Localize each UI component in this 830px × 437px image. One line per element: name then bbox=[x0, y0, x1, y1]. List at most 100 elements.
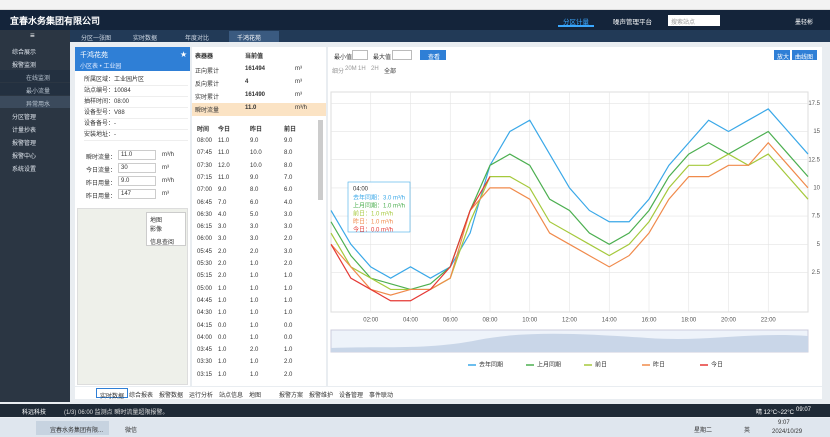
taskbar bbox=[0, 418, 830, 437]
map-option[interactable]: 信息查阅 bbox=[150, 240, 175, 246]
favorite-star[interactable]: ★ bbox=[180, 50, 188, 59]
history-cell: 4.0 bbox=[218, 211, 227, 218]
meter-cell: 161494 bbox=[245, 66, 266, 72]
field-label: 昨日用量： bbox=[86, 194, 117, 200]
sidebar-subitem[interactable]: 最小流量 bbox=[0, 83, 70, 95]
history-cell: 11.0 bbox=[218, 150, 230, 157]
sidebar-item[interactable]: 计量抄表 bbox=[12, 128, 37, 134]
bottom-tab[interactable]: 报警维护 bbox=[309, 393, 334, 399]
history-cell: 3.0 bbox=[250, 236, 259, 243]
field-unit: m³ bbox=[162, 191, 169, 197]
bottom-tab[interactable]: 站点信息 bbox=[219, 393, 244, 399]
tooltip-line: 上月同期：1.0 m³/h bbox=[353, 202, 405, 210]
bottom-tab-bar bbox=[75, 387, 822, 399]
range-button[interactable]: 细分 bbox=[332, 69, 345, 75]
scrollbar[interactable] bbox=[318, 120, 323, 200]
history-cell: 3.0 bbox=[218, 236, 227, 243]
range-button[interactable]: 全部 bbox=[384, 69, 397, 75]
query-button[interactable]: 查看 bbox=[420, 50, 446, 61]
range-button[interactable]: 20M bbox=[345, 66, 357, 72]
x-tick-label: 02:00 bbox=[363, 318, 379, 324]
station-subtitle: 小区表 • 工业园 bbox=[80, 64, 122, 70]
history-cell: 0.0 bbox=[284, 334, 293, 341]
header-nav[interactable]: 噪声管理平台 bbox=[613, 19, 652, 26]
history-cell: 11.0 bbox=[218, 174, 230, 181]
sidebar-item[interactable]: 报警管理 bbox=[12, 141, 37, 147]
bottom-tab[interactable]: 地图 bbox=[249, 393, 262, 399]
meter-cell: 正向累计 bbox=[195, 69, 220, 75]
history-cell: 04:00 bbox=[197, 334, 213, 341]
map-layer[interactable]: 影像 bbox=[150, 227, 163, 233]
sidebar-item[interactable]: 综合展示 bbox=[12, 50, 37, 56]
sidebar-item[interactable]: 系统设置 bbox=[12, 167, 37, 173]
bottom-tab[interactable]: 事件联动 bbox=[369, 393, 394, 399]
bottom-tab[interactable]: 报警数据 bbox=[159, 393, 184, 399]
x-tick-label: 04:00 bbox=[403, 318, 419, 324]
field-value: 147 bbox=[118, 189, 156, 199]
history-cell: 1.0 bbox=[284, 310, 293, 317]
legend-label: 今日 bbox=[711, 361, 723, 369]
history-cell: 1.0 bbox=[250, 310, 259, 317]
zoom-button[interactable]: 放大 bbox=[774, 50, 790, 61]
taskbar-lang: 英 bbox=[744, 428, 751, 434]
history-cell: 10.0 bbox=[250, 150, 262, 157]
legend-label: 上月同期 bbox=[537, 361, 561, 369]
station-info: 设备备号：- bbox=[84, 118, 188, 130]
min-input[interactable] bbox=[352, 50, 368, 60]
map-layer[interactable]: 地图 bbox=[150, 218, 163, 224]
x-tick-label: 12:00 bbox=[562, 318, 578, 324]
history-cell: 2.0 bbox=[250, 347, 259, 354]
y-tick-label: 7.5 bbox=[812, 214, 821, 220]
history-cell: 7.0 bbox=[284, 174, 293, 181]
header bbox=[0, 10, 830, 30]
curve-button[interactable]: 曲线图 bbox=[792, 50, 817, 61]
history-cell: 6.0 bbox=[284, 187, 293, 194]
station-info: 设备型号：V88 bbox=[84, 107, 188, 119]
station-info: 所属区域：工业园片区 bbox=[84, 74, 188, 86]
station-header bbox=[75, 47, 190, 71]
history-cell: 1.0 bbox=[218, 371, 227, 378]
tab[interactable]: 实时数据 bbox=[133, 36, 158, 42]
history-cell: 12.0 bbox=[218, 162, 230, 169]
sidebar-item[interactable]: 报警中心 bbox=[12, 154, 37, 160]
menu-icon[interactable]: ≡ bbox=[30, 31, 35, 40]
range-button[interactable]: 2H bbox=[371, 66, 379, 72]
tab[interactable]: 年度对比 bbox=[185, 36, 210, 42]
sidebar-item[interactable]: 报警监测 bbox=[12, 63, 37, 69]
history-cell: 0.0 bbox=[218, 334, 227, 341]
history-cell: 03:30 bbox=[197, 359, 213, 366]
history-cell: 1.0 bbox=[284, 347, 293, 354]
legend-label: 昨日 bbox=[653, 361, 665, 369]
history-cell: 2.0 bbox=[218, 261, 227, 267]
taskbar-app[interactable]: 宜春水务集团有限... bbox=[36, 421, 110, 435]
history-cell: 08:00 bbox=[197, 138, 213, 144]
history-header: 今日 bbox=[218, 127, 231, 133]
series-line bbox=[330, 108, 809, 279]
bottom-tab[interactable]: 报警方案 bbox=[279, 393, 304, 399]
sidebar-subitem[interactable]: 异常用水 bbox=[0, 96, 70, 108]
history-cell: 07:30 bbox=[197, 162, 213, 169]
history-cell: 3.0 bbox=[284, 211, 293, 218]
sidebar-subitem[interactable]: 在线监测 bbox=[0, 70, 70, 82]
y-tick-label: 5 bbox=[817, 242, 821, 248]
y-tick-label: 12.5 bbox=[808, 157, 820, 163]
taskbar-app[interactable]: 微信 bbox=[125, 428, 138, 434]
header-nav[interactable]: 分区计量 bbox=[558, 13, 594, 27]
field-unit: m³ bbox=[162, 165, 169, 171]
range-button[interactable]: 1H bbox=[358, 66, 366, 72]
y-tick-label: 2.5 bbox=[812, 270, 821, 276]
x-tick-label: 18:00 bbox=[681, 318, 697, 324]
user-name[interactable]: 墨轻彬 bbox=[795, 20, 814, 26]
search-box[interactable]: 搜索站点 bbox=[668, 15, 720, 26]
tab[interactable]: 千鸿花苑 bbox=[229, 31, 279, 42]
bottom-tab[interactable]: 运行分析 bbox=[189, 393, 214, 399]
max-input[interactable] bbox=[392, 50, 412, 60]
y-tick-label: 15 bbox=[813, 129, 820, 135]
bottom-tab[interactable]: 设备管理 bbox=[339, 393, 364, 399]
bottom-tab[interactable]: 综合报表 bbox=[129, 393, 154, 399]
history-cell: 5.0 bbox=[250, 211, 259, 218]
history-cell: 8.0 bbox=[284, 150, 293, 157]
sidebar-item[interactable]: 分区管理 bbox=[12, 115, 37, 121]
bottom-tab[interactable]: 实时数据 bbox=[96, 388, 129, 400]
tab[interactable]: 分区一张图 bbox=[81, 36, 112, 42]
